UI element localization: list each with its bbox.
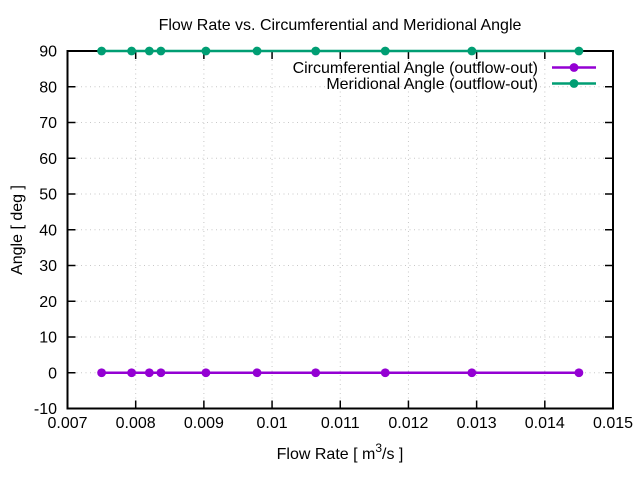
y-tick-label: 60 — [39, 151, 57, 168]
x-tick-label: 0.008 — [116, 415, 156, 432]
y-tick-label: 10 — [39, 330, 57, 347]
y-tick-label: 90 — [39, 44, 57, 61]
legend-entry: Circumferential Angle (outflow-out) — [293, 60, 596, 77]
y-tick-label: -10 — [34, 401, 57, 418]
data-point — [201, 46, 211, 56]
x-tick-label: 0.014 — [525, 415, 565, 432]
x-tick-label: 0.007 — [47, 415, 87, 432]
data-point — [97, 46, 106, 56]
data-point — [97, 368, 106, 378]
data-point — [127, 46, 136, 56]
data-point — [467, 368, 477, 378]
legend-label: Circumferential Angle (outflow-out) — [293, 60, 538, 77]
data-point — [156, 46, 166, 56]
data-point — [252, 368, 262, 378]
data-point — [574, 46, 584, 56]
legend: Circumferential Angle (outflow-out)Merid… — [293, 60, 596, 93]
x-tick-label: 0.012 — [388, 415, 428, 432]
x-axis-label: Flow Rate [ m3/s ] — [277, 441, 404, 463]
data-point — [156, 368, 166, 378]
y-axis-label: Angle [ deg ] — [9, 185, 26, 275]
x-tick-label: 0.011 — [321, 415, 360, 432]
data-point — [252, 46, 262, 56]
x-tick-label: 0.013 — [457, 415, 497, 432]
data-point — [144, 368, 154, 378]
data-point — [380, 368, 390, 378]
data-point — [574, 368, 584, 378]
y-tick-label: 40 — [39, 222, 57, 239]
y-tick-label: 50 — [39, 187, 57, 204]
legend-marker — [569, 63, 579, 72]
y-tick-label: 80 — [39, 79, 57, 96]
y-tick-label: 30 — [39, 258, 57, 275]
x-tick-label: 0.009 — [184, 415, 224, 432]
legend-entry: Meridional Angle (outflow-out) — [326, 76, 596, 93]
x-tick-label: 0.01 — [256, 415, 287, 432]
data-point — [201, 368, 211, 378]
plot-area: 0.007 0.008 0.009 0.01 0.011 0.012 0.013 0.014 0… — [34, 44, 633, 433]
legend-marker — [569, 79, 579, 88]
y-tick-label: 20 — [39, 294, 57, 311]
legend-label: Meridional Angle (outflow-out) — [326, 76, 538, 93]
x-axis-label-prefix: Flow Rate [ m — [277, 446, 376, 463]
data-point — [467, 46, 477, 56]
data-point — [311, 46, 321, 56]
x-tick-label: 0.015 — [593, 415, 633, 432]
y-tick-label: 0 — [48, 365, 57, 382]
x-axis-label-suffix: /s ] — [382, 446, 403, 463]
chart-title: Flow Rate vs. Circumferential and Meridi… — [159, 17, 522, 34]
x-axis-label-superscript: 3 — [375, 441, 382, 455]
data-point — [127, 368, 136, 378]
data-point — [380, 46, 390, 56]
data-point — [311, 368, 321, 378]
y-tick-label: 70 — [39, 115, 57, 132]
data-point — [144, 46, 154, 56]
